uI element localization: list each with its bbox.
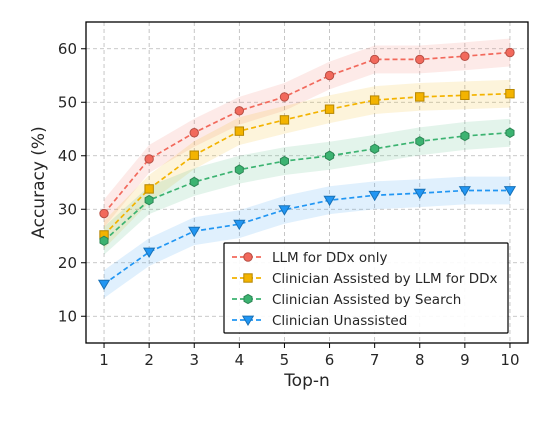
series-band <box>104 38 510 228</box>
y-axis-title: Accuracy (%) <box>29 126 49 238</box>
data-point <box>369 54 380 65</box>
data-point <box>369 95 380 105</box>
data-point <box>279 92 290 102</box>
data-point <box>413 188 426 200</box>
data-point <box>505 47 515 58</box>
data-point <box>233 219 246 231</box>
x-tick-label: 5 <box>280 351 290 369</box>
data-point <box>460 130 470 142</box>
legend-swatch-marker <box>241 315 255 326</box>
series-lines <box>103 51 511 285</box>
data-point <box>189 128 199 138</box>
data-point <box>324 70 335 81</box>
x-tick-label: 1 <box>99 351 109 369</box>
legend-label: Clinician Assisted by LLM for DDx <box>272 271 498 287</box>
x-tick-label: 8 <box>415 351 425 369</box>
data-point <box>505 127 515 138</box>
data-point <box>323 195 336 207</box>
data-point <box>189 176 199 188</box>
data-point <box>503 186 517 197</box>
data-point <box>234 164 244 175</box>
data-point <box>505 88 515 99</box>
data-point <box>99 208 109 219</box>
data-point <box>189 150 199 160</box>
x-tick-label: 7 <box>370 351 380 369</box>
data-point <box>460 90 470 100</box>
legend-swatch-marker <box>243 293 253 305</box>
legend-label: LLM for DDx only <box>272 250 387 266</box>
axis-ticks: 1 2 3 4 5 6 7 8 9 10 10 20 30 40 50 60 <box>58 40 520 369</box>
data-point <box>279 155 289 167</box>
x-tick-label: 2 <box>144 351 154 369</box>
legend-swatch-marker <box>243 252 253 262</box>
data-point <box>415 54 425 65</box>
data-point <box>279 115 290 125</box>
legend-label: Clinician Assisted by Search <box>272 292 461 308</box>
data-point <box>370 143 380 154</box>
data-point <box>415 92 425 102</box>
data-point <box>234 106 245 116</box>
data-point <box>144 184 154 194</box>
y-tick-label: 20 <box>58 254 77 272</box>
x-tick-label: 3 <box>189 351 199 369</box>
data-point <box>278 205 291 216</box>
legend: LLM for DDx only Clinician Assisted by LL… <box>223 242 509 334</box>
plot-frame <box>85 21 529 344</box>
x-tick-label: 4 <box>235 351 245 369</box>
x-tick-label: 9 <box>460 351 470 369</box>
data-point <box>324 104 335 114</box>
series-line <box>103 51 511 215</box>
y-tick-label: 40 <box>58 147 77 165</box>
data-point <box>144 194 154 206</box>
x-tick-label: 6 <box>325 351 335 369</box>
x-tick-label: 10 <box>500 351 519 369</box>
data-point <box>99 235 109 246</box>
y-tick-label: 30 <box>58 200 77 218</box>
series-line <box>103 92 511 236</box>
y-tick-label: 10 <box>58 307 77 325</box>
data-point <box>460 51 470 61</box>
series-band <box>104 118 510 255</box>
data-point <box>144 154 154 164</box>
data-point <box>188 226 201 238</box>
y-tick-label: 50 <box>58 93 77 111</box>
legend-box <box>223 242 509 334</box>
legend-label: Clinician Unassisted <box>272 313 407 329</box>
series-markers <box>97 47 517 291</box>
data-point <box>325 150 335 161</box>
data-point <box>458 186 471 197</box>
data-point <box>368 190 381 202</box>
data-point <box>415 136 425 147</box>
series-line <box>103 131 511 242</box>
series-line <box>103 189 510 285</box>
legend-swatch-marker <box>243 273 253 283</box>
data-point <box>143 247 156 258</box>
series-band <box>104 176 510 299</box>
data-point <box>234 126 245 136</box>
data-point <box>97 279 111 291</box>
y-tick-label: 60 <box>58 40 77 58</box>
x-axis-title: Top-n <box>283 371 330 391</box>
